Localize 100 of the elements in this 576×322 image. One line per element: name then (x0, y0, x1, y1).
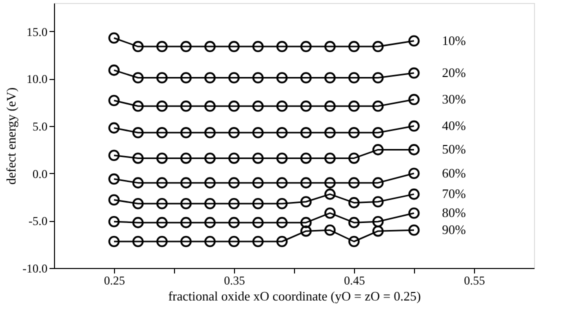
point (300, 100, 312, 112)
point (204, 100, 216, 112)
point (348, 152, 360, 164)
point (228, 236, 240, 248)
point (348, 72, 360, 84)
point (204, 40, 216, 52)
point (348, 216, 360, 228)
point (156, 198, 168, 210)
series-label: 80% (442, 205, 466, 220)
point (204, 177, 216, 188)
point (108, 150, 120, 162)
point (300, 152, 312, 164)
point (252, 40, 264, 52)
point (324, 72, 336, 84)
point (108, 122, 120, 134)
point (132, 127, 144, 138)
point (156, 127, 168, 138)
point (228, 216, 240, 228)
point (348, 197, 360, 208)
point (408, 207, 420, 219)
point (324, 152, 336, 164)
point (156, 152, 168, 164)
point (228, 177, 240, 188)
point (252, 216, 264, 228)
point (324, 40, 336, 52)
point (180, 177, 192, 188)
point (276, 216, 288, 228)
point (180, 40, 192, 52)
point (180, 152, 192, 164)
point (324, 188, 336, 200)
point (372, 127, 384, 138)
series-label: 20% (442, 65, 466, 80)
point (228, 152, 240, 164)
point (408, 94, 420, 106)
point (324, 127, 336, 138)
point (276, 198, 288, 210)
point (108, 194, 120, 206)
point (300, 216, 312, 228)
point (180, 127, 192, 138)
point (408, 67, 420, 79)
point (228, 100, 240, 112)
point (252, 152, 264, 164)
point (252, 198, 264, 210)
point (252, 127, 264, 138)
point (108, 32, 120, 44)
point (252, 236, 264, 248)
point (408, 35, 420, 46)
point (132, 40, 144, 52)
point (348, 127, 360, 138)
point (132, 177, 144, 188)
point (372, 72, 384, 84)
point (300, 196, 312, 208)
y-tick-label: 5.0 (32, 120, 48, 134)
point (372, 196, 384, 208)
point (132, 100, 144, 112)
point (132, 216, 144, 228)
y-tick-label: 10.0 (26, 72, 48, 86)
point (372, 144, 384, 156)
point (156, 72, 168, 84)
point (348, 177, 360, 188)
point (276, 40, 288, 52)
point (408, 144, 420, 156)
point (372, 216, 384, 228)
point (108, 64, 120, 76)
point (204, 236, 216, 248)
point (180, 216, 192, 228)
point (156, 100, 168, 112)
point (348, 100, 360, 112)
point (108, 216, 120, 228)
point (252, 177, 264, 188)
point (324, 224, 336, 236)
point (108, 173, 120, 185)
series-label: 10% (442, 32, 466, 48)
point (372, 225, 384, 237)
point (204, 198, 216, 210)
point (300, 177, 312, 188)
point (300, 40, 312, 52)
point (372, 40, 384, 52)
point (132, 236, 144, 248)
point (276, 127, 288, 138)
y-tick-label: -10.0 (22, 262, 48, 276)
point (108, 94, 120, 106)
series-label: 70% (442, 186, 466, 202)
point (324, 100, 336, 112)
point (300, 225, 312, 237)
point (300, 127, 312, 138)
y-tick-label: 15.0 (26, 24, 48, 39)
point (204, 72, 216, 84)
point (204, 216, 216, 228)
point (132, 152, 144, 164)
point (180, 198, 192, 210)
point (324, 207, 336, 219)
point (348, 40, 360, 52)
series-label: 50% (442, 142, 466, 157)
point (252, 72, 264, 84)
point (180, 236, 192, 248)
x-tick-label: 0.35 (224, 274, 245, 288)
point (276, 152, 288, 164)
point (348, 236, 360, 248)
point (180, 72, 192, 84)
